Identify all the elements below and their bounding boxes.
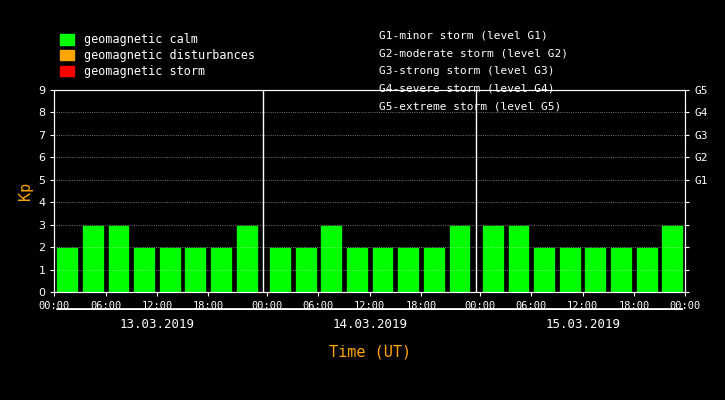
Bar <box>423 247 444 292</box>
Bar <box>610 247 632 292</box>
Bar <box>82 225 104 292</box>
Bar <box>559 247 581 292</box>
Text: 14.03.2019: 14.03.2019 <box>332 318 407 331</box>
Bar <box>107 225 129 292</box>
Bar <box>482 225 504 292</box>
Text: G2-moderate storm (level G2): G2-moderate storm (level G2) <box>379 48 568 58</box>
Bar <box>346 247 368 292</box>
Text: 15.03.2019: 15.03.2019 <box>545 318 620 331</box>
Bar <box>210 247 232 292</box>
Bar <box>184 247 207 292</box>
Bar <box>269 247 291 292</box>
Text: Time (UT): Time (UT) <box>328 344 411 360</box>
Bar <box>372 247 394 292</box>
Bar <box>661 225 683 292</box>
Bar <box>320 225 342 292</box>
Text: G3-strong storm (level G3): G3-strong storm (level G3) <box>379 66 555 76</box>
Bar <box>159 247 181 292</box>
Bar <box>636 247 658 292</box>
Bar <box>584 247 606 292</box>
Bar <box>449 225 471 292</box>
Legend: geomagnetic calm, geomagnetic disturbances, geomagnetic storm: geomagnetic calm, geomagnetic disturbanc… <box>60 33 255 78</box>
Text: 13.03.2019: 13.03.2019 <box>120 318 194 331</box>
Bar <box>397 247 419 292</box>
Bar <box>533 247 555 292</box>
Text: G1-minor storm (level G1): G1-minor storm (level G1) <box>379 30 548 40</box>
Bar <box>133 247 155 292</box>
Bar <box>295 247 317 292</box>
Text: G5-extreme storm (level G5): G5-extreme storm (level G5) <box>379 102 561 112</box>
Bar <box>57 247 78 292</box>
Text: G4-severe storm (level G4): G4-severe storm (level G4) <box>379 84 555 94</box>
Bar <box>507 225 529 292</box>
Bar <box>236 225 257 292</box>
Y-axis label: Kp: Kp <box>17 182 33 200</box>
